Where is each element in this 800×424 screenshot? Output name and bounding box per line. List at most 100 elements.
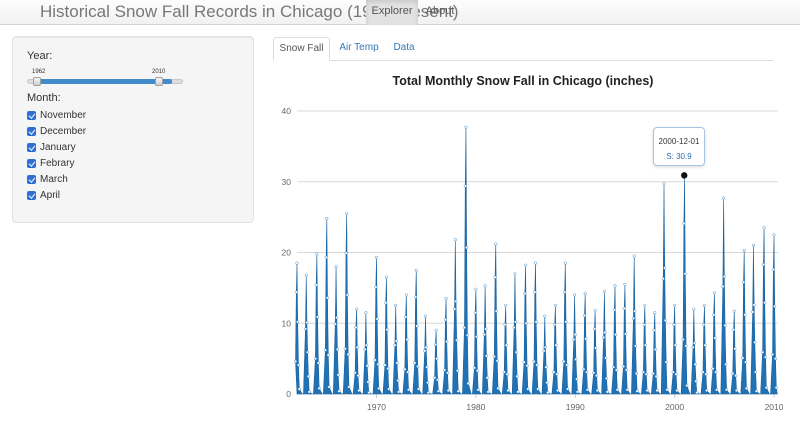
data-point[interactable] xyxy=(373,358,377,362)
data-point[interactable] xyxy=(625,388,629,392)
data-point[interactable] xyxy=(545,381,549,385)
data-point[interactable] xyxy=(393,343,397,347)
data-point[interactable] xyxy=(661,277,665,281)
data-point[interactable] xyxy=(762,226,766,230)
data-point[interactable] xyxy=(573,333,577,337)
data-point[interactable] xyxy=(534,320,538,324)
data-point[interactable] xyxy=(633,309,637,313)
data-point[interactable] xyxy=(715,388,719,392)
data-point[interactable] xyxy=(556,388,560,392)
data-point[interactable] xyxy=(691,345,695,349)
data-point[interactable] xyxy=(753,340,757,344)
data-point[interactable] xyxy=(714,370,718,374)
data-point[interactable] xyxy=(635,389,639,393)
checkbox-checked-icon[interactable] xyxy=(27,111,36,120)
data-point[interactable] xyxy=(516,390,520,394)
data-point[interactable] xyxy=(426,381,430,385)
data-point[interactable] xyxy=(515,374,519,378)
data-point[interactable] xyxy=(631,316,635,320)
data-point[interactable] xyxy=(482,333,486,337)
data-point[interactable] xyxy=(583,292,587,296)
data-point[interactable] xyxy=(455,369,459,373)
data-point[interactable] xyxy=(294,359,298,363)
data-point[interactable] xyxy=(542,349,546,353)
data-point[interactable] xyxy=(496,386,500,390)
data-point[interactable] xyxy=(493,275,497,279)
data-point[interactable] xyxy=(535,363,539,367)
data-point[interactable] xyxy=(553,323,557,327)
data-point[interactable] xyxy=(346,352,350,356)
data-point[interactable] xyxy=(462,325,466,329)
data-point[interactable] xyxy=(407,388,411,392)
data-point[interactable] xyxy=(364,311,368,315)
data-point[interactable] xyxy=(403,367,407,371)
data-point[interactable] xyxy=(764,386,768,390)
data-point[interactable] xyxy=(406,370,410,374)
data-point[interactable] xyxy=(592,371,596,375)
data-point[interactable] xyxy=(723,323,727,327)
data-point[interactable] xyxy=(702,304,706,308)
data-point[interactable] xyxy=(614,333,618,337)
snowfall-area-series[interactable] xyxy=(295,127,778,395)
data-point[interactable] xyxy=(526,387,530,391)
data-point[interactable] xyxy=(453,307,457,311)
data-point[interactable] xyxy=(385,328,389,332)
data-point[interactable] xyxy=(673,343,677,347)
data-point[interactable] xyxy=(514,320,518,324)
data-point[interactable] xyxy=(613,284,617,288)
data-point[interactable] xyxy=(483,284,487,288)
data-point[interactable] xyxy=(386,367,390,371)
data-point[interactable] xyxy=(336,373,340,377)
data-point[interactable] xyxy=(466,381,470,385)
data-point[interactable] xyxy=(572,338,576,342)
data-point[interactable] xyxy=(693,341,697,345)
data-point[interactable] xyxy=(754,389,758,393)
data-point[interactable] xyxy=(316,361,320,365)
data-point[interactable] xyxy=(701,370,705,374)
data-point[interactable] xyxy=(692,307,696,311)
data-point[interactable] xyxy=(731,371,735,375)
data-point[interactable] xyxy=(732,309,736,313)
data-point[interactable] xyxy=(665,388,669,392)
data-point[interactable] xyxy=(374,285,378,289)
data-point[interactable] xyxy=(502,370,506,374)
data-point[interactable] xyxy=(721,284,725,288)
data-point[interactable] xyxy=(742,248,746,252)
data-point[interactable] xyxy=(522,360,526,364)
data-point[interactable] xyxy=(443,368,447,372)
data-point[interactable] xyxy=(512,325,516,329)
data-point[interactable] xyxy=(365,364,369,368)
data-point[interactable] xyxy=(375,255,379,259)
data-point[interactable] xyxy=(576,390,580,394)
data-point[interactable] xyxy=(653,311,657,315)
data-point[interactable] xyxy=(662,182,666,186)
data-point[interactable] xyxy=(693,362,697,366)
data-point[interactable] xyxy=(722,275,726,279)
data-point[interactable] xyxy=(305,321,309,325)
data-point[interactable] xyxy=(664,360,668,364)
data-point[interactable] xyxy=(563,290,567,294)
data-point[interactable] xyxy=(307,390,311,394)
data-point[interactable] xyxy=(473,311,477,315)
data-point[interactable] xyxy=(296,320,300,324)
data-point[interactable] xyxy=(564,320,568,324)
data-point[interactable] xyxy=(436,389,440,393)
data-point[interactable] xyxy=(593,309,597,313)
data-point[interactable] xyxy=(333,322,337,326)
data-point[interactable] xyxy=(424,345,428,349)
data-point[interactable] xyxy=(554,343,558,347)
data-point[interactable] xyxy=(615,368,619,372)
data-point[interactable] xyxy=(634,371,638,375)
data-point[interactable] xyxy=(445,340,449,344)
data-point[interactable] xyxy=(711,367,715,371)
data-point[interactable] xyxy=(505,372,509,376)
data-point[interactable] xyxy=(651,371,655,375)
data-point[interactable] xyxy=(713,336,717,340)
data-point[interactable] xyxy=(603,330,607,334)
data-point[interactable] xyxy=(574,357,578,361)
data-point[interactable] xyxy=(476,388,480,392)
data-point[interactable] xyxy=(423,349,427,353)
data-point[interactable] xyxy=(592,327,596,331)
data-point[interactable] xyxy=(602,335,606,339)
data-point[interactable] xyxy=(375,317,379,321)
